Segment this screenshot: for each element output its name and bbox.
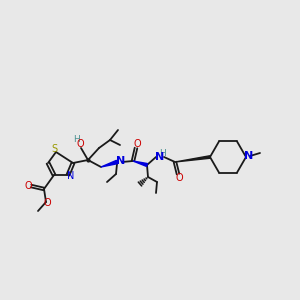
Text: N: N (67, 171, 75, 181)
Polygon shape (133, 161, 147, 167)
Text: H: H (160, 149, 167, 158)
Text: O: O (175, 173, 183, 183)
Polygon shape (101, 160, 118, 167)
Text: N: N (244, 151, 253, 161)
Text: O: O (43, 198, 51, 208)
Text: H: H (74, 136, 80, 145)
Text: N: N (116, 156, 126, 166)
Text: S: S (51, 144, 57, 154)
Text: O: O (133, 139, 141, 149)
Polygon shape (175, 156, 210, 162)
Text: O: O (24, 181, 32, 191)
Text: N: N (155, 152, 165, 162)
Text: O: O (76, 139, 84, 149)
